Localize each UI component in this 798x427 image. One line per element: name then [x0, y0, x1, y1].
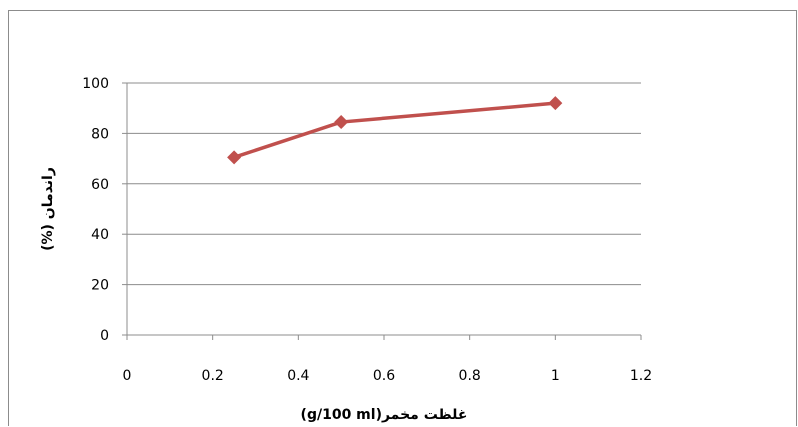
- y-tick-label: 40: [91, 227, 109, 243]
- x-tick-label: 0.6: [373, 368, 395, 384]
- y-tick-label: 20: [91, 278, 109, 294]
- y-axis-title: راندمان (%): [40, 167, 56, 251]
- chart-frame: [8, 10, 797, 426]
- y-tick-label: 0: [100, 328, 109, 344]
- series-layer: [227, 96, 563, 165]
- series-line: [233, 101, 556, 160]
- axis-layer: 0 20 40 60 80 100 0 0.2 0.4 0.6 0.8 1 1.2: [82, 76, 652, 384]
- y-tick-label: 100: [82, 76, 109, 92]
- grid-layer: [127, 82, 641, 286]
- y-tick-label: 60: [91, 177, 109, 193]
- y-tick-label: 80: [91, 126, 109, 142]
- x-tick-label: 1.2: [630, 368, 652, 384]
- x-tick-label: 0: [123, 368, 132, 384]
- data-point-marker: [227, 150, 242, 165]
- data-point-marker: [334, 115, 349, 130]
- x-tick-label: 0.4: [287, 368, 309, 384]
- data-point-marker: [548, 96, 563, 111]
- x-tick-label: 1: [551, 368, 560, 384]
- x-tick-label: 0.2: [202, 368, 224, 384]
- x-tick-label: 0.8: [459, 368, 481, 384]
- x-axis-title: غلظت مخمر(g/100 ml): [301, 407, 468, 423]
